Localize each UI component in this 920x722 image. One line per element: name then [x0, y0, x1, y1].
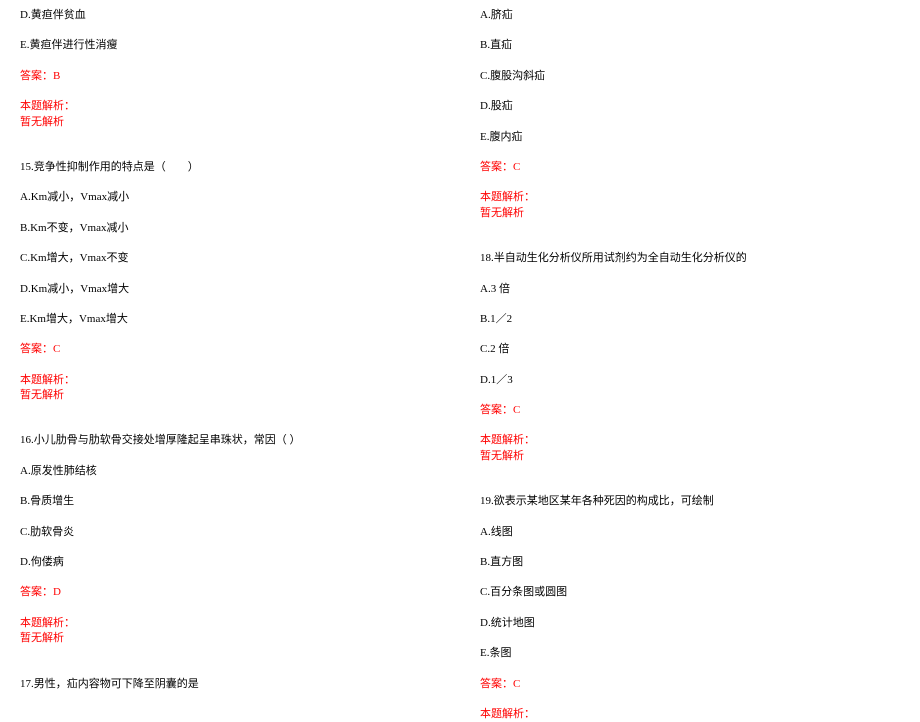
q19-stem: 19.欲表示某地区某年各种死因的构成比，可绘制	[480, 494, 880, 509]
q16-stem: 16.小儿肋骨与肋软骨交接处增厚隆起呈串珠状，常因（ ）	[20, 433, 420, 448]
spacer	[20, 418, 420, 433]
spacer	[20, 145, 420, 160]
q18-analysis-none: 暂无解析	[480, 449, 880, 464]
q14-option-e: E.黄疸伴进行性消瘦	[20, 38, 420, 53]
q15-option-b: B.Km不变，Vmax减小	[20, 221, 420, 236]
q17-option-c: C.腹股沟斜疝	[480, 69, 880, 84]
q17-option-a: A.脐疝	[480, 8, 880, 23]
spacer	[20, 662, 420, 677]
q15-analysis: 本题解析： 暂无解析	[20, 373, 420, 404]
q19-option-c: C.百分条图或圆图	[480, 585, 880, 600]
q18-option-d: D.1／3	[480, 373, 880, 388]
q14-analysis-none: 暂无解析	[20, 115, 420, 130]
q19-option-d: D.统计地图	[480, 616, 880, 631]
q17-analysis: 本题解析： 暂无解析	[480, 190, 880, 221]
q19-option-a: A.线图	[480, 525, 880, 540]
q18-analysis-label: 本题解析：	[480, 433, 880, 448]
q18-option-a: A.3 倍	[480, 282, 880, 297]
left-column: D.黄疸伴贫血 E.黄疸伴进行性消瘦 答案：B 本题解析： 暂无解析 15.竞争…	[0, 0, 460, 651]
q15-option-e: E.Km增大，Vmax增大	[20, 312, 420, 327]
q19-option-b: B.直方图	[480, 555, 880, 570]
q17-option-b: B.直疝	[480, 38, 880, 53]
q16-option-a: A.原发性肺结核	[20, 464, 420, 479]
q17-analysis-none: 暂无解析	[480, 206, 880, 221]
q14-analysis-label: 本题解析：	[20, 99, 420, 114]
q15-analysis-label: 本题解析：	[20, 373, 420, 388]
q14-answer: 答案：B	[20, 69, 420, 84]
q15-option-a: A.Km减小，Vmax减小	[20, 190, 420, 205]
q15-option-c: C.Km增大，Vmax不变	[20, 251, 420, 266]
q19-analysis-label: 本题解析：	[480, 707, 880, 722]
q18-stem: 18.半自动生化分析仪所用试剂约为全自动生化分析仪的	[480, 251, 880, 266]
q17-option-d: D.股疝	[480, 99, 880, 114]
page-container: D.黄疸伴贫血 E.黄疸伴进行性消瘦 答案：B 本题解析： 暂无解析 15.竞争…	[0, 0, 920, 651]
q15-analysis-none: 暂无解析	[20, 388, 420, 403]
q19-answer: 答案：C	[480, 677, 880, 692]
q18-answer: 答案：C	[480, 403, 880, 418]
q16-option-b: B.骨质增生	[20, 494, 420, 509]
spacer	[480, 236, 880, 251]
q16-analysis-none: 暂无解析	[20, 631, 420, 646]
q14-option-d: D.黄疸伴贫血	[20, 8, 420, 23]
q17-option-e: E.腹内疝	[480, 130, 880, 145]
q17-answer: 答案：C	[480, 160, 880, 175]
spacer	[480, 479, 880, 494]
q16-option-d: D.佝偻病	[20, 555, 420, 570]
q17-analysis-label: 本题解析：	[480, 190, 880, 205]
q18-option-b: B.1／2	[480, 312, 880, 327]
q15-option-d: D.Km减小，Vmax增大	[20, 282, 420, 297]
q14-analysis: 本题解析： 暂无解析	[20, 99, 420, 130]
q16-answer: 答案：D	[20, 585, 420, 600]
q19-option-e: E.条图	[480, 646, 880, 661]
q18-analysis: 本题解析： 暂无解析	[480, 433, 880, 464]
q15-answer: 答案：C	[20, 342, 420, 357]
q15-stem: 15.竞争性抑制作用的特点是（ ）	[20, 160, 420, 175]
q17-stem: 17.男性，疝内容物可下降至阴囊的是	[20, 677, 420, 692]
q16-analysis: 本题解析： 暂无解析	[20, 616, 420, 647]
q16-option-c: C.肋软骨炎	[20, 525, 420, 540]
q18-option-c: C.2 倍	[480, 342, 880, 357]
q16-analysis-label: 本题解析：	[20, 616, 420, 631]
right-column: A.脐疝 B.直疝 C.腹股沟斜疝 D.股疝 E.腹内疝 答案：C 本题解析： …	[460, 0, 920, 651]
